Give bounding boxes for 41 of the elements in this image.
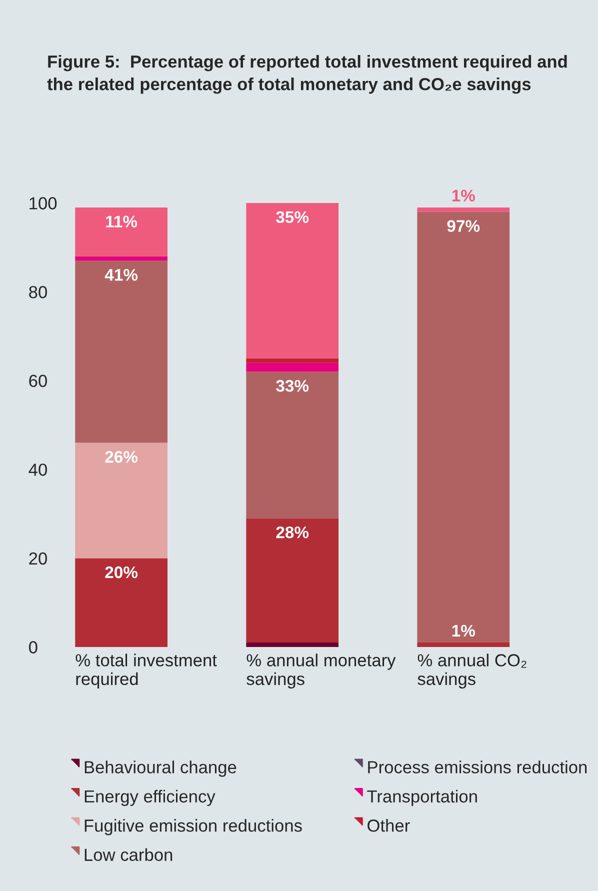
legend-label: Behavioural change [84, 760, 236, 777]
bar [417, 212, 510, 643]
y-tick-label: 40 [28, 464, 47, 476]
data-label: 20% [105, 566, 138, 578]
y-tick-label: 100 [30, 197, 57, 210]
chart-title: Figure 5: Percentage of reported total investment required and the related percentage of total monetary and CO₂e savings [47, 55, 567, 94]
bar [246, 362, 339, 372]
data-label: 33% [276, 380, 309, 392]
data-label: 97% [447, 220, 480, 232]
legend-label: Low carbon [84, 848, 172, 861]
x-tick-label: % total investment required [76, 654, 217, 689]
data-label: 11% [106, 216, 138, 228]
bar [75, 442, 168, 558]
legend-label: Other [368, 819, 410, 832]
x-tick-label: % annual CO₂ savings [418, 654, 526, 689]
data-label: 1% [452, 624, 475, 637]
bar [417, 207, 510, 212]
data-label: 26% [105, 450, 138, 463]
data-label: 1% [452, 190, 475, 202]
bar [75, 260, 168, 443]
y-tick-label: 80 [29, 286, 47, 298]
data-label: 28% [276, 526, 309, 538]
bar [75, 207, 168, 256]
data-label: 35% [276, 211, 309, 224]
data-label: 41% [104, 268, 138, 281]
bar [246, 372, 339, 518]
bar [75, 558, 168, 647]
bar [246, 518, 339, 643]
bar [246, 203, 339, 358]
legend-label: Process emissions reduction [368, 760, 587, 774]
bar [246, 642, 339, 647]
x-tick-label: % annual monetary savings [246, 654, 396, 689]
y-tick-label: 60 [29, 374, 47, 388]
bar [75, 256, 168, 261]
y-tick-label: 20 [29, 552, 47, 565]
bar [417, 642, 510, 647]
y-tick-label: 0 [29, 641, 38, 654]
legend-label: Fugitive emission reductions [84, 819, 302, 836]
legend-label: Transportation [367, 790, 477, 806]
legend-label: Energy efficiency [84, 790, 216, 806]
bar [246, 358, 339, 363]
